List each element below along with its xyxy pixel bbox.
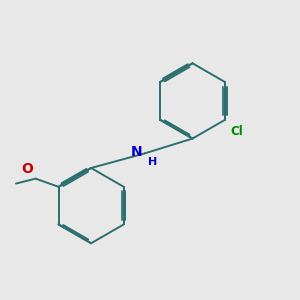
Text: N: N (131, 145, 142, 159)
Text: Cl: Cl (230, 124, 243, 138)
Text: O: O (21, 162, 33, 176)
Text: H: H (148, 157, 157, 167)
